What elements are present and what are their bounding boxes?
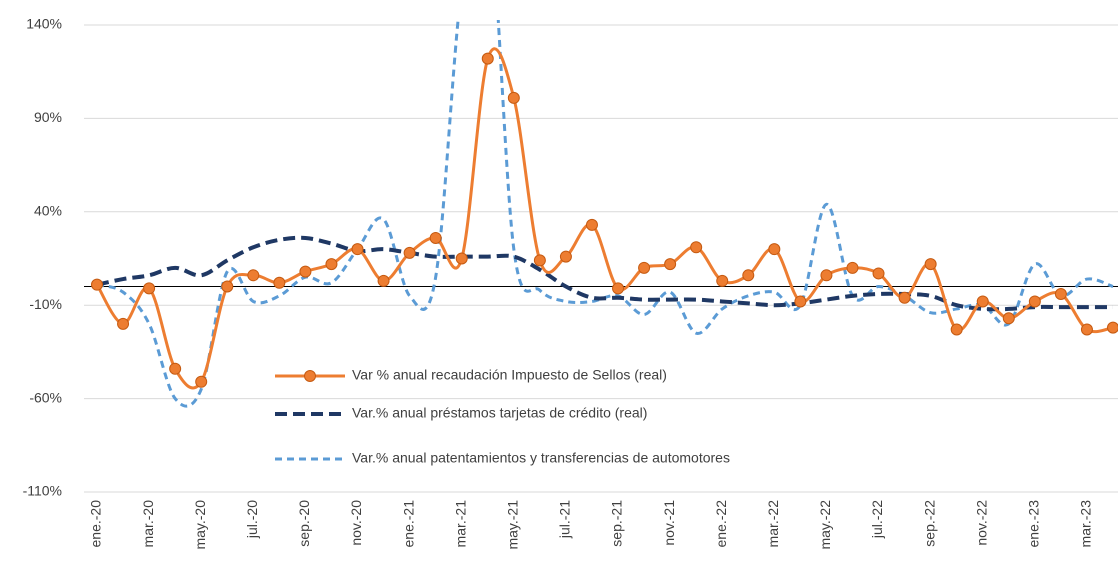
data-point	[299, 265, 312, 278]
data-point	[117, 317, 130, 330]
x-tick-label: may.-21	[505, 500, 521, 550]
x-tick-label: mar.-23	[1078, 500, 1094, 548]
data-point	[1028, 295, 1041, 308]
legend-label: Var.% anual préstamos tarjetas de crédit…	[352, 405, 647, 421]
data-point	[716, 274, 729, 287]
x-tick-label: mar.-20	[140, 500, 156, 548]
data-point	[481, 52, 494, 65]
labels: -110% -60% -10% 40% 90% 140% ene.-20 mar.-20 may…	[23, 16, 1094, 550]
x-tick-label: nov.-22	[973, 500, 989, 546]
series-line	[95, 47, 1114, 390]
y-tick-label: 40%	[34, 203, 62, 219]
data-point	[794, 295, 807, 308]
x-tick-label: mar.-21	[452, 500, 468, 548]
data-point	[846, 261, 859, 274]
x-tick-label: jul.-20	[244, 500, 260, 539]
y-tick-label: 140%	[26, 16, 62, 32]
data-point	[195, 375, 208, 388]
data-point	[429, 231, 442, 244]
legend-marker	[304, 370, 316, 382]
data-point	[950, 323, 963, 336]
x-tick-label: sep.-22	[921, 500, 937, 547]
series-line	[96, 20, 1114, 408]
data-point	[221, 280, 234, 293]
data-point	[872, 267, 885, 280]
x-tick-label: mar.-22	[765, 500, 781, 548]
x-tick-label: jul.-22	[869, 500, 885, 539]
x-tick-label: may.-20	[192, 500, 208, 550]
x-tick-label: sep.-20	[296, 500, 312, 547]
legend-label: Var % anual recaudación Impuesto de Sell…	[352, 367, 667, 383]
data-point	[742, 269, 755, 282]
x-tick-label: sep.-21	[609, 500, 625, 547]
data-point	[585, 218, 598, 231]
plot-area	[91, 20, 1118, 408]
data-point	[533, 254, 546, 267]
data-point	[1080, 323, 1093, 336]
x-tick-label: jul.-21	[557, 500, 573, 539]
data-point	[403, 246, 416, 259]
data-point	[976, 295, 989, 308]
x-tick-label: nov.-21	[661, 500, 677, 546]
x-tick-label: nov.-20	[348, 500, 364, 546]
data-point	[924, 258, 937, 271]
x-tick-label: ene.-22	[713, 500, 729, 548]
x-tick-label: ene.-20	[88, 500, 104, 548]
data-point	[638, 261, 651, 274]
data-point	[820, 269, 833, 282]
data-point	[898, 291, 911, 304]
data-point	[690, 241, 703, 254]
x-tick-label: ene.-23	[1026, 500, 1042, 548]
x-tick-label: ene.-21	[400, 500, 416, 548]
data-point	[1107, 321, 1118, 334]
data-point	[1054, 287, 1067, 300]
legend: Var % anual recaudación Impuesto de Sell…	[275, 367, 730, 466]
data-point	[768, 243, 781, 256]
legend-label: Var.% anual patentamientos y transferenc…	[352, 450, 730, 466]
y-tick-label: -60%	[29, 389, 62, 405]
data-point	[325, 258, 338, 271]
data-point	[247, 269, 260, 282]
data-point	[1002, 312, 1015, 325]
data-point	[664, 258, 677, 271]
data-point	[612, 282, 625, 295]
data-point	[507, 91, 520, 104]
y-tick-label: 90%	[34, 109, 62, 125]
data-point	[455, 252, 468, 265]
data-point	[169, 362, 182, 375]
data-point	[559, 250, 572, 263]
x-tick-label: may.-22	[817, 500, 833, 550]
grid	[84, 24, 1118, 493]
data-point	[351, 243, 364, 256]
data-point	[143, 282, 156, 295]
y-tick-label: -110%	[23, 483, 62, 499]
y-tick-label: -10%	[29, 296, 62, 312]
data-point	[273, 276, 286, 289]
data-point	[91, 278, 103, 291]
data-point	[377, 274, 390, 287]
